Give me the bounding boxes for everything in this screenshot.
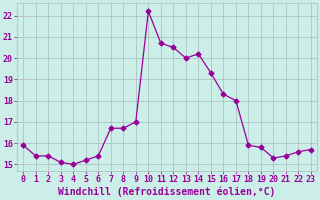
X-axis label: Windchill (Refroidissement éolien,°C): Windchill (Refroidissement éolien,°C) xyxy=(58,187,276,197)
